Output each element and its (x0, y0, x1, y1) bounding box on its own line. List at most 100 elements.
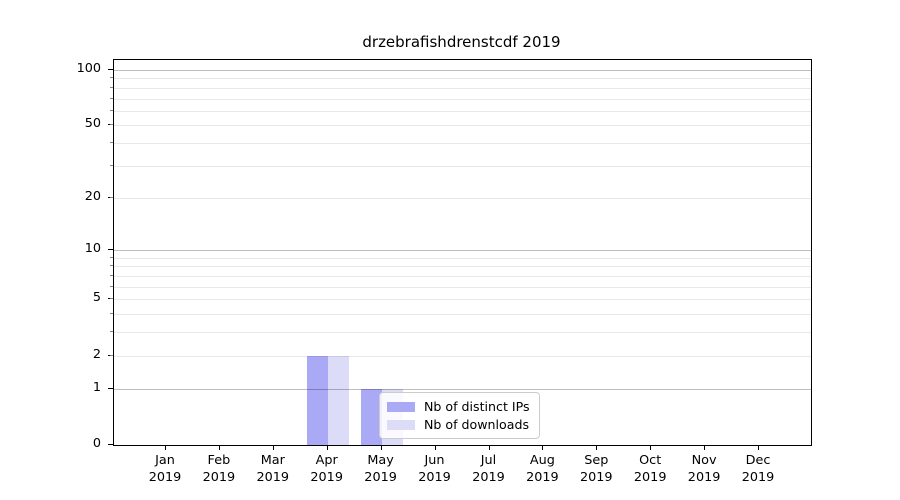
bar-apr-distinct-ips (306, 355, 328, 445)
x-tick-label: Sep 2019 (568, 452, 624, 486)
x-tick-year: 2019 (687, 470, 721, 485)
x-tick-label: Oct 2019 (622, 452, 678, 486)
y-minor-tick-mark (110, 164, 113, 166)
x-tick-label: Apr 2019 (299, 452, 355, 486)
y-minor-tick-mark (110, 298, 113, 300)
minor-gridline (114, 332, 811, 334)
minor-gridline (114, 125, 811, 127)
y-tick-label: 50 (84, 116, 101, 132)
x-tick-year: 2019 (418, 470, 451, 485)
y-tick-label: 2 (92, 346, 101, 362)
y-tick-mark (108, 387, 113, 389)
x-tick-month: Sep (584, 453, 609, 468)
x-tick-mark (326, 445, 328, 450)
x-tick-month: Aug (529, 453, 555, 468)
x-tick-mark (704, 445, 706, 450)
x-tick-mark (434, 445, 436, 450)
y-minor-tick-mark (110, 142, 113, 144)
x-tick-mark (272, 445, 274, 450)
x-tick-year: 2019 (310, 470, 343, 485)
y-tick-label: 5 (92, 290, 101, 306)
y-minor-tick-mark (110, 77, 113, 79)
y-tick-label: 20 (84, 188, 101, 204)
minor-gridline (114, 110, 811, 112)
x-tick-year: 2019 (148, 470, 182, 485)
x-tick-year: 2019 (202, 470, 236, 485)
minor-gridline (114, 98, 811, 100)
minor-gridline (114, 257, 811, 259)
y-tick-mark (108, 444, 113, 445)
legend-swatch-distinct-ips (387, 401, 415, 412)
x-tick-year: 2019 (741, 470, 775, 485)
y-minor-tick-mark (110, 354, 113, 356)
minor-gridline (114, 165, 811, 167)
x-tick-year: 2019 (256, 470, 290, 485)
y-tick-label: 10 (84, 241, 101, 257)
x-tick-year: 2019 (580, 470, 613, 485)
x-tick-month: Dec (745, 453, 771, 468)
minor-gridline (114, 299, 811, 301)
minor-gridline (114, 286, 811, 288)
x-tick-month: May (367, 453, 394, 468)
legend-item-distinct-ips: Nb of distinct IPs (387, 399, 530, 414)
y-tick-label: 0 (92, 436, 101, 451)
major-gridline (114, 388, 811, 390)
plot-area: Nb of distinct IPs Nb of downloads (113, 59, 812, 446)
x-tick-month: Jul (480, 453, 497, 468)
y-minor-tick-mark (110, 109, 113, 111)
y-minor-tick-mark (110, 124, 113, 126)
legend-label-downloads: Nb of downloads (424, 417, 530, 432)
x-tick-month: Oct (639, 453, 662, 468)
y-minor-tick-mark (110, 196, 113, 198)
x-tick-month: Mar (260, 453, 285, 468)
y-minor-tick-mark (110, 285, 113, 287)
x-tick-mark (488, 445, 490, 450)
x-tick-month: Apr (315, 453, 338, 468)
x-tick-mark (380, 445, 382, 450)
x-tick-label: Dec 2019 (730, 452, 786, 486)
minor-gridline (114, 276, 811, 277)
x-tick-mark (596, 445, 598, 450)
x-tick-year: 2019 (472, 470, 505, 485)
x-tick-month: Nov (691, 453, 717, 468)
minor-gridline (114, 266, 811, 268)
chart-title: drzebrafishdrenstcdf 2019 (362, 33, 561, 51)
y-tick-label: 1 (92, 379, 101, 395)
bar-apr-downloads (327, 355, 349, 445)
x-tick-label: Jun 2019 (407, 452, 463, 486)
x-tick-label: Nov 2019 (676, 452, 732, 486)
y-minor-tick-mark (110, 275, 113, 276)
minor-gridline (114, 314, 811, 316)
bar-may-distinct-ips (360, 388, 382, 445)
minor-gridline (114, 197, 811, 199)
x-tick-month: Feb (207, 453, 231, 468)
x-tick-label: Jul 2019 (461, 452, 517, 486)
x-tick-label: Feb 2019 (191, 452, 247, 486)
y-tick-label: 100 (76, 60, 101, 76)
legend-swatch-downloads (387, 419, 415, 430)
minor-gridline (114, 78, 811, 80)
x-tick-label: Aug 2019 (514, 452, 570, 486)
x-tick-label: Jan 2019 (137, 452, 193, 486)
minor-gridline (114, 355, 811, 357)
legend: Nb of distinct IPs Nb of downloads (379, 392, 540, 439)
x-tick-mark (650, 445, 652, 450)
y-minor-tick-mark (110, 265, 113, 267)
x-tick-year: 2019 (364, 470, 397, 485)
y-minor-tick-mark (110, 313, 113, 315)
x-tick-year: 2019 (633, 470, 667, 485)
minor-gridline (114, 87, 811, 89)
x-tick-month: Jan (155, 453, 175, 468)
major-gridline (114, 250, 811, 252)
legend-item-downloads: Nb of downloads (387, 417, 530, 432)
y-minor-tick-mark (110, 86, 113, 88)
x-tick-mark (758, 445, 759, 450)
x-tick-label: Mar 2019 (245, 452, 301, 486)
x-tick-mark (165, 445, 166, 450)
y-tick-mark (108, 249, 113, 251)
x-tick-year: 2019 (526, 470, 559, 485)
x-tick-mark (542, 445, 544, 450)
x-tick-label: May 2019 (353, 452, 409, 486)
x-tick-mark (218, 445, 220, 450)
